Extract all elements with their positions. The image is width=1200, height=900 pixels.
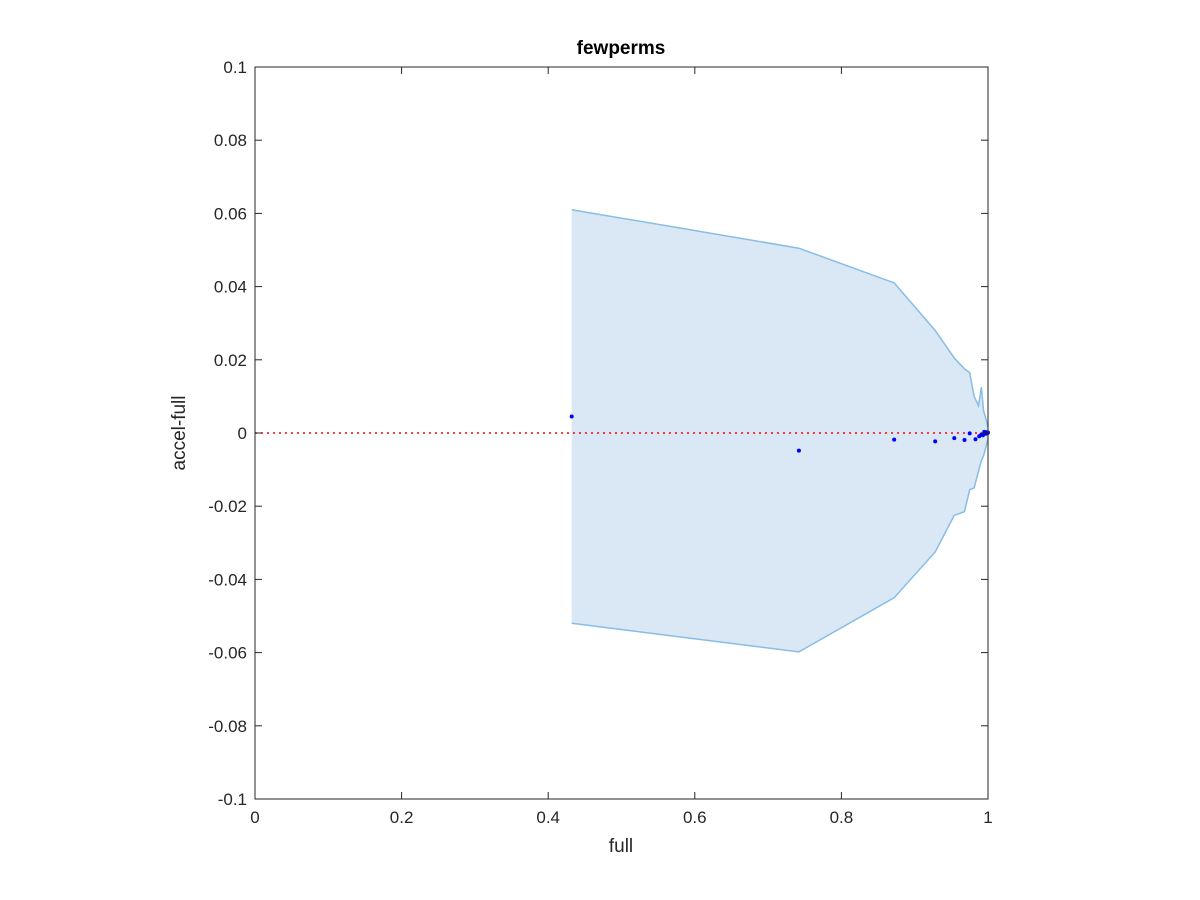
y-tick-label: 0 [238, 424, 247, 443]
data-point [962, 438, 967, 442]
y-axis-label: accel-full [169, 396, 190, 471]
band-upper-edge [571, 208, 989, 428]
y-tick-label: 0.04 [214, 278, 247, 297]
data-point [973, 437, 978, 442]
y-tick-label: 0.1 [223, 58, 247, 77]
y-tick-label: 0.02 [214, 351, 247, 370]
x-tick-label: 1 [983, 808, 992, 827]
y-tick-label: -0.04 [208, 570, 247, 589]
y-tick-label: -0.1 [218, 790, 247, 809]
axes: 0 0.2 0.4 0.6 0.8 1 -0.1 -0.08 -0.06 -0.04 -0.02 0 0… [208, 58, 992, 827]
plot-area [255, 208, 990, 653]
band-lower-edge [571, 438, 989, 653]
data-point [569, 414, 574, 419]
y-tick-label: -0.08 [208, 717, 247, 736]
x-tick-label: 0.8 [830, 808, 854, 827]
data-point [952, 436, 957, 441]
data-point [967, 431, 972, 436]
y-tick-label: 0.08 [214, 131, 247, 150]
data-point [933, 439, 938, 444]
data-point [892, 437, 897, 442]
y-tick-label: -0.02 [208, 497, 247, 516]
chart-title: fewperms [577, 38, 666, 59]
x-tick-label: 0.2 [390, 808, 414, 827]
confidence-band [571, 209, 988, 652]
y-tick-label: -0.06 [208, 644, 247, 663]
y-tick-label: 0.06 [214, 204, 247, 223]
x-tick-label: 0 [250, 808, 259, 827]
x-tick-label: 0.4 [536, 808, 560, 827]
x-axis-label: full [609, 836, 633, 857]
x-tick-label: 0.6 [683, 808, 707, 827]
data-point [796, 448, 801, 453]
